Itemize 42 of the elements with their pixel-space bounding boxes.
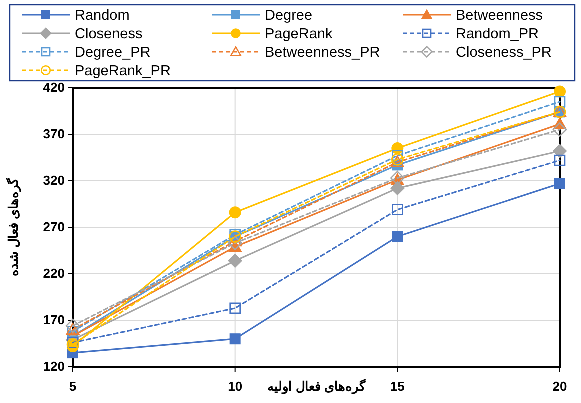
legend-label: PageRank_PR bbox=[75, 64, 171, 80]
x-tick-label: 15 bbox=[390, 379, 405, 394]
point bbox=[554, 178, 566, 190]
point bbox=[229, 206, 242, 219]
y-tick-label: 270 bbox=[43, 220, 65, 234]
x-tick-label: 5 bbox=[69, 379, 77, 394]
point bbox=[392, 231, 404, 242]
y-tick-label: 370 bbox=[43, 126, 65, 142]
point bbox=[552, 122, 568, 137]
legend-label: Random_PR bbox=[456, 26, 540, 42]
point bbox=[554, 154, 566, 166]
legend-label: Closeness_PR bbox=[456, 45, 552, 61]
point bbox=[67, 326, 79, 338]
y-tick-label: 420 bbox=[43, 80, 65, 95]
legend-label: Degree_PR bbox=[75, 45, 151, 61]
legend-label: Degree bbox=[265, 8, 313, 24]
x-tick-label: 10 bbox=[228, 379, 243, 394]
point bbox=[391, 156, 404, 168]
legend-label: Random bbox=[75, 8, 130, 24]
y-tick-label: 220 bbox=[43, 266, 65, 281]
legend-label: Betweenness_PR bbox=[265, 45, 380, 61]
legend-label: Betweenness bbox=[456, 8, 544, 24]
x-axis-title: گره‌های فعال اولیه bbox=[267, 378, 367, 395]
point bbox=[66, 323, 80, 335]
x-tick-label: 20 bbox=[552, 379, 568, 394]
point bbox=[554, 86, 566, 98]
y-axis-title: گره‌های فعال شده bbox=[5, 177, 22, 277]
y-tick-label: 320 bbox=[43, 173, 65, 188]
point bbox=[392, 204, 404, 216]
point bbox=[554, 96, 566, 108]
legend-label: PageRank bbox=[265, 26, 334, 42]
point bbox=[553, 144, 567, 158]
y-tick-label: 170 bbox=[43, 312, 65, 328]
point bbox=[228, 254, 242, 268]
point bbox=[67, 337, 79, 348]
point bbox=[66, 318, 80, 334]
point bbox=[230, 334, 241, 345]
legend-label: Closeness bbox=[75, 26, 143, 42]
point bbox=[228, 236, 242, 250]
point bbox=[230, 302, 241, 314]
y-tick-label: 120 bbox=[43, 359, 65, 374]
point bbox=[390, 181, 405, 196]
